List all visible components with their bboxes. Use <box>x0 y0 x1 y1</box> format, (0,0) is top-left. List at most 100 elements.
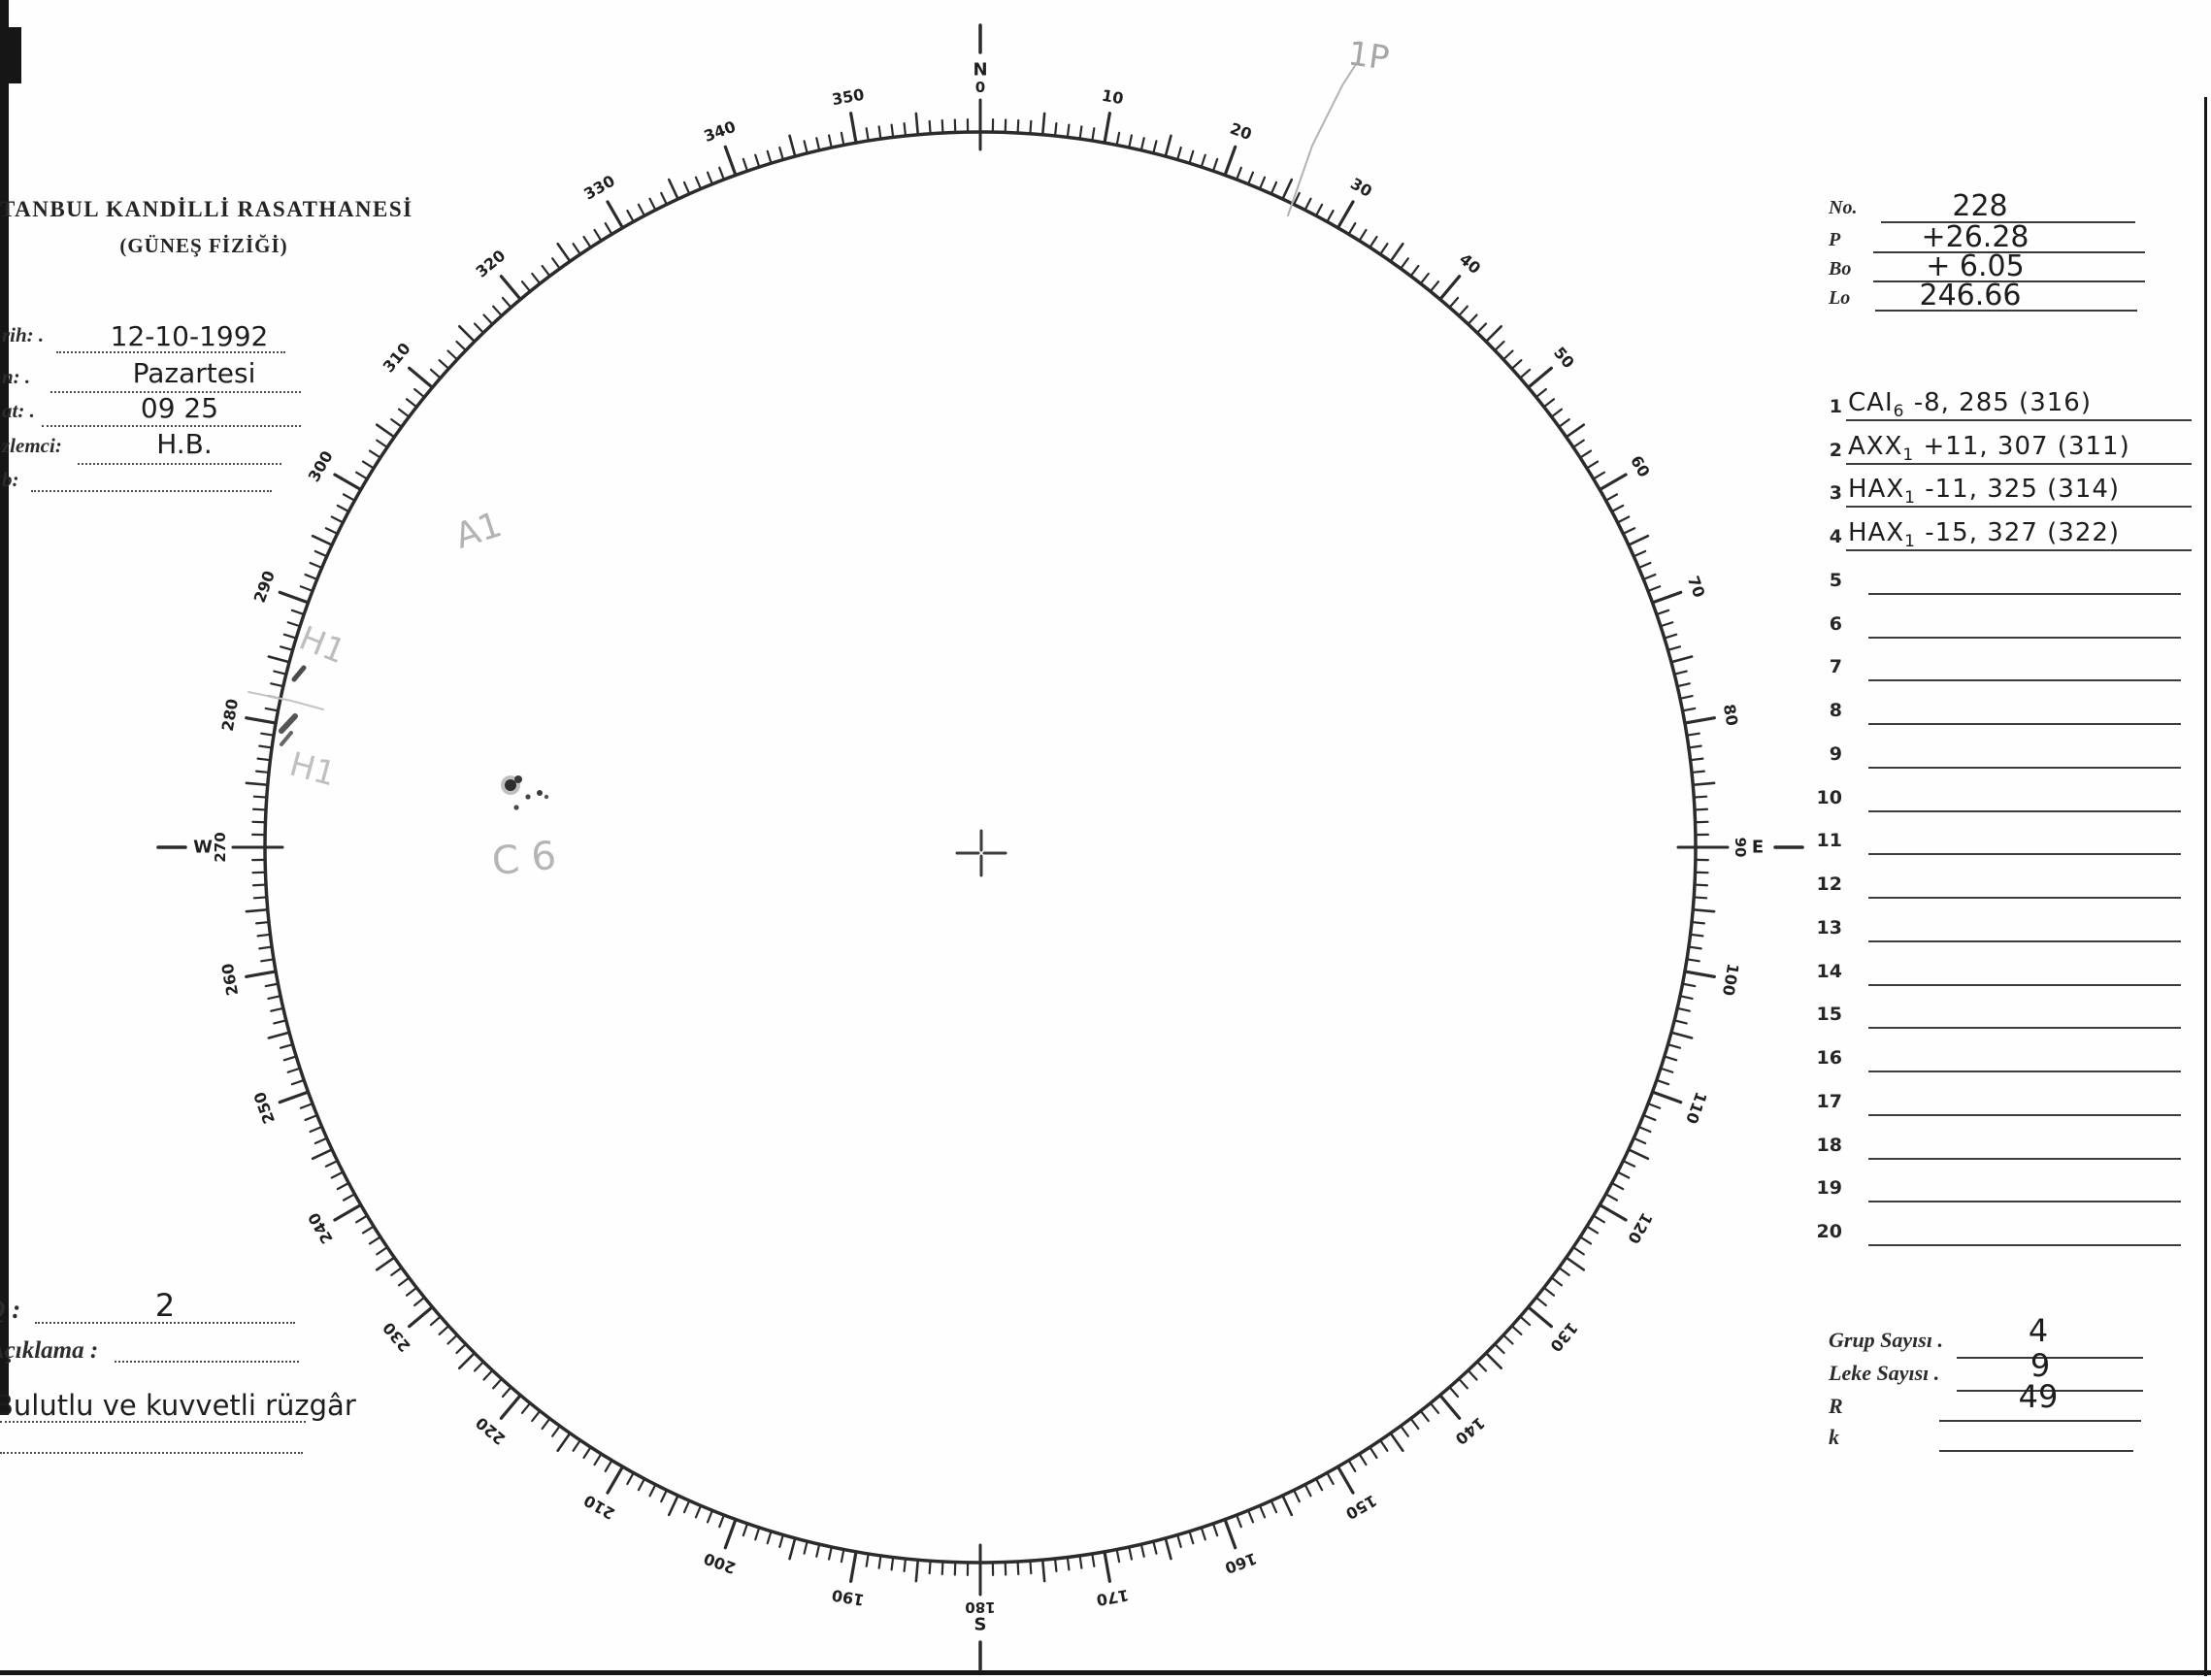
observation-entry: HAX1 -11, 325 (314) <box>1848 475 2121 509</box>
center-cross-mark <box>955 829 1007 877</box>
scan-edge-left-bar <box>0 0 9 1415</box>
observation-row-number: 9 <box>1829 742 1842 765</box>
svg-text:180: 180 <box>965 1598 995 1616</box>
field-value-saat: 09 25 <box>140 392 219 424</box>
observation-row-number: 2 <box>1829 439 1842 461</box>
field-label-p: P <box>1829 229 1841 250</box>
observation-row-number: 12 <box>1816 873 1842 896</box>
pencil-annotation-h1-upper: H1 <box>293 618 351 673</box>
svg-text:230: 230 <box>380 1319 414 1356</box>
field-value-no: 228 <box>1952 189 2008 223</box>
field-label-saat: at: . <box>2 399 35 422</box>
observation-entry: AXX1 +11, 307 (311) <box>1848 431 2130 465</box>
svg-text:120: 120 <box>1624 1209 1656 1246</box>
field-line-lo <box>1875 310 2137 312</box>
observation-row-line <box>1868 636 2181 639</box>
svg-text:130: 130 <box>1546 1319 1581 1356</box>
observation-row-line <box>1846 419 2192 421</box>
svg-text:350: 350 <box>831 85 866 110</box>
field-value-p: +26.28 <box>1921 220 2030 254</box>
field-value-bo: + 6.05 <box>1926 249 2025 283</box>
observation-row-line <box>1868 592 2181 595</box>
observation-row-number: 18 <box>1816 1134 1842 1156</box>
observation-row-number: 19 <box>1816 1177 1842 1200</box>
observation-row-line <box>1868 1244 2181 1247</box>
observation-row-line <box>1868 983 2181 986</box>
scan-edge-left-blob <box>0 27 21 83</box>
pencil-annotation-a1: A1 <box>450 505 507 557</box>
scan-edge-bottom-line <box>0 1670 2211 1675</box>
field-line-gun <box>50 391 301 393</box>
svg-text:60: 60 <box>1627 452 1654 480</box>
observation-row-line <box>1868 1071 2181 1073</box>
observation-row-line <box>1868 723 2181 726</box>
field-value-q: 2 <box>154 1287 176 1324</box>
field-line-tarih <box>56 351 285 353</box>
field-value-gun: Pazartesi <box>132 357 256 389</box>
svg-text:E: E <box>1752 838 1764 858</box>
field-value-gozlemci: H.B. <box>156 428 213 460</box>
observation-row-number: 16 <box>1816 1047 1842 1070</box>
degree-ticks <box>245 112 1716 1583</box>
field-label-no: No. <box>1829 197 1858 218</box>
svg-text:270: 270 <box>212 832 229 862</box>
svg-text:0: 0 <box>975 79 985 96</box>
field-value-tarih: 12-10-1992 <box>110 320 269 352</box>
field-label-bo: Bo <box>1829 258 1852 280</box>
svg-text:190: 190 <box>831 1586 866 1610</box>
svg-text:40: 40 <box>1456 249 1484 278</box>
field-line-bo <box>1873 280 2145 282</box>
svg-text:N: N <box>973 60 987 81</box>
svg-text:290: 290 <box>250 569 279 606</box>
observation-row-line <box>1868 809 2181 812</box>
observation-row-number: 1 <box>1829 396 1842 417</box>
solar-disk-rim <box>263 130 1698 1565</box>
svg-text:170: 170 <box>1095 1586 1130 1610</box>
observation-row-number: 4 <box>1829 526 1842 548</box>
sunspot-group <box>501 775 549 810</box>
observation-row-line <box>1868 1027 2181 1030</box>
field-line-leke <box>1957 1390 2143 1392</box>
observation-row-line <box>1868 1157 2181 1160</box>
svg-text:210: 210 <box>580 1491 617 1523</box>
svg-text:260: 260 <box>218 962 243 997</box>
observation-row-line <box>1868 679 2181 682</box>
svg-text:100: 100 <box>1719 962 1743 997</box>
field-line-q <box>35 1322 295 1324</box>
field-value-grup: 4 <box>2028 1312 2049 1349</box>
weather-note: Bulutlu ve kuvvetli rüzgâr <box>0 1389 356 1422</box>
field-label-leke: Leke Sayısı . <box>1829 1361 1940 1385</box>
svg-text:340: 340 <box>702 117 739 146</box>
field-value-leke: 9 <box>2030 1347 2051 1384</box>
svg-text:S: S <box>974 1615 987 1635</box>
svg-text:320: 320 <box>473 247 510 281</box>
observation-row-line <box>1868 1201 2181 1203</box>
observation-row-line <box>1868 939 2181 942</box>
observation-row-line <box>1868 897 2181 900</box>
field-value-r: 49 <box>2018 1378 2059 1415</box>
field-label-grup: Grup Sayısı . <box>1829 1328 1943 1352</box>
observation-row-number: 13 <box>1816 916 1842 939</box>
observation-entry: CAI6 -8, 285 (316) <box>1848 388 2092 422</box>
svg-text:90: 90 <box>1732 838 1749 858</box>
observation-row-number: 17 <box>1816 1090 1842 1112</box>
field-label-lo: Lo <box>1829 287 1851 309</box>
field-line-r <box>1939 1420 2141 1422</box>
field-label-gozlemci: zlemci: <box>2 434 62 457</box>
svg-text:70: 70 <box>1684 574 1708 600</box>
observation-row-line <box>1846 506 2192 509</box>
svg-text:W: W <box>193 838 213 858</box>
field-label-q: Q : <box>0 1295 21 1324</box>
field-label-gun: n: . <box>2 365 31 388</box>
field-line-p <box>1873 251 2145 253</box>
svg-text:330: 330 <box>580 172 617 204</box>
weather-note-line <box>0 1421 306 1423</box>
svg-text:110: 110 <box>1682 1090 1710 1127</box>
observation-entry: HAX1 -15, 327 (322) <box>1848 518 2121 552</box>
svg-text:220: 220 <box>473 1413 510 1448</box>
svg-text:50: 50 <box>1550 344 1578 372</box>
field-label-k: k <box>1829 1425 1839 1449</box>
observation-row-line <box>1846 462 2192 465</box>
